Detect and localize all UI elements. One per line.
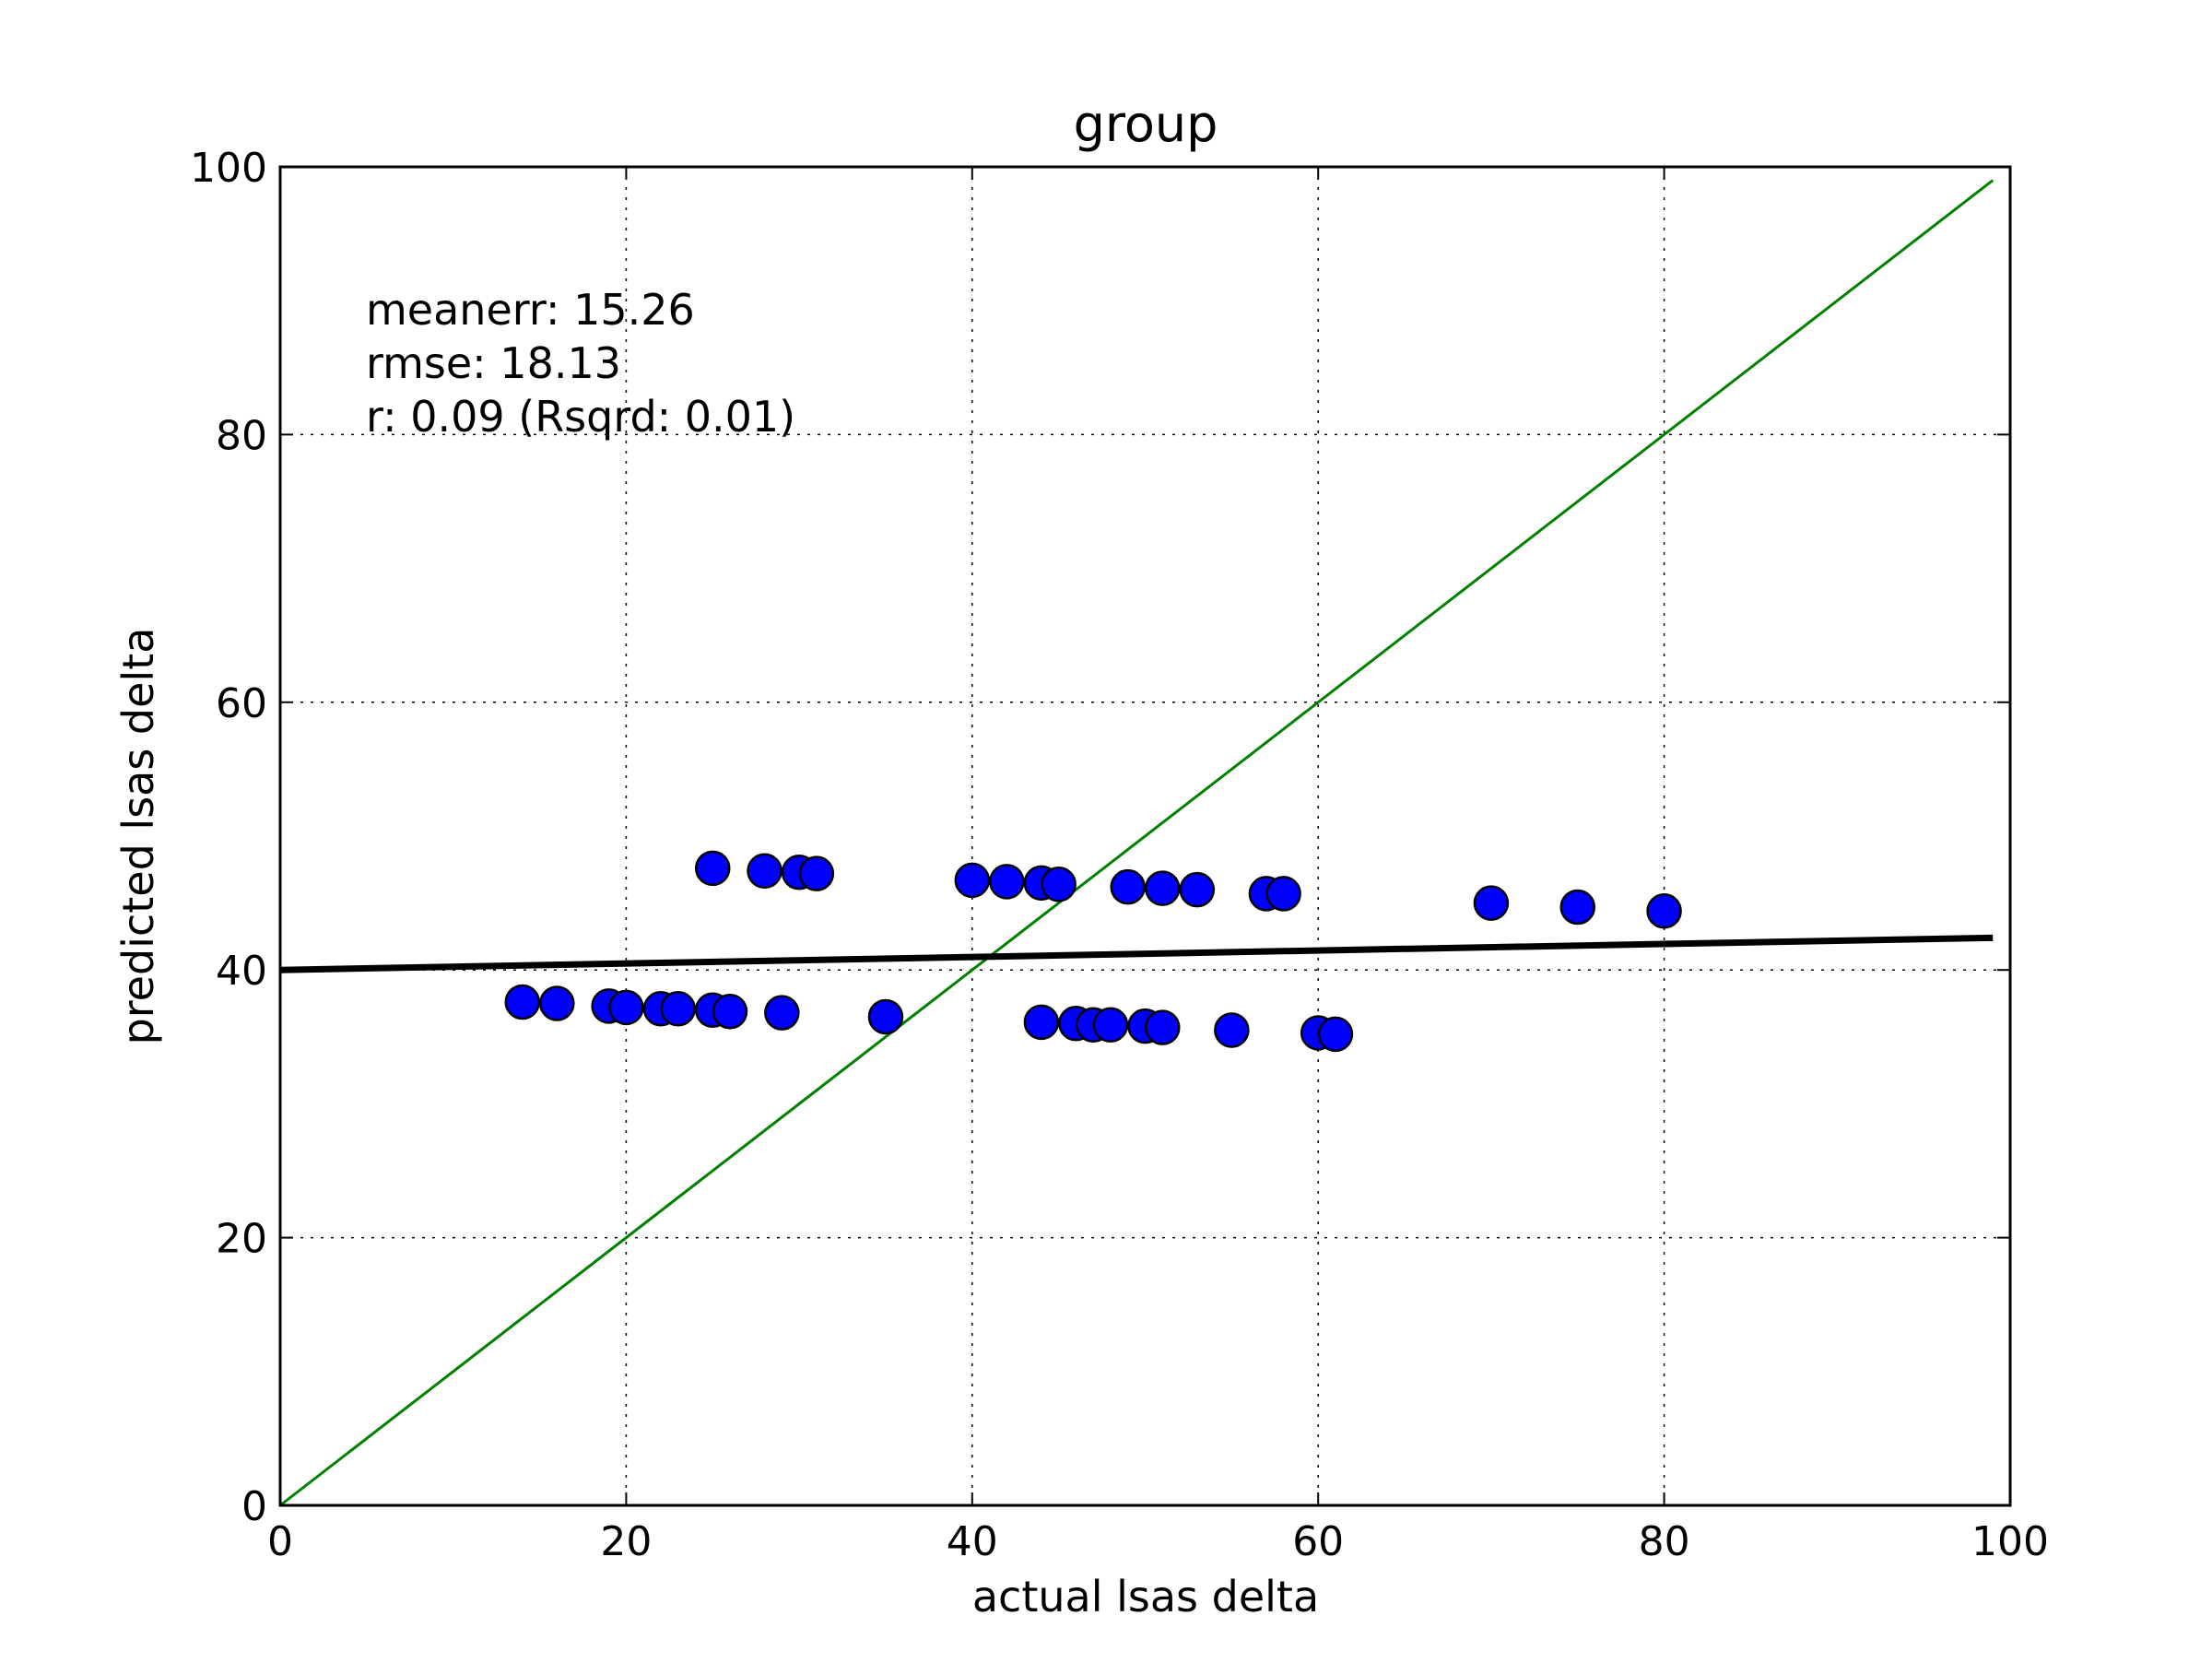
data-point [608,989,644,1026]
data-point [1092,1007,1129,1043]
annotation-r: r: 0.09 (Rsqrd: 0.01) [366,392,795,442]
data-point [1265,876,1301,912]
data-point [504,984,541,1020]
data-point [764,995,800,1031]
x-tick-label: 40 [947,1518,998,1565]
y-axis-label: predicted lsas delta [113,628,163,1045]
data-point [989,864,1025,900]
annotation-rmse: rmse: 18.13 [366,338,621,388]
data-point [1179,871,1216,908]
x-tick-label: 20 [600,1518,652,1565]
chart-title: group [1074,95,1218,153]
axis-ticks: 0 20 40 60 80 100 0 20 40 60 80 100 [190,145,2049,1565]
x-tick-label: 0 [267,1518,293,1565]
plot-frame [278,165,2012,1507]
data-point [747,853,782,890]
data-point [712,993,748,1030]
data-point [539,985,575,1021]
y-tick-label: 100 [190,145,267,192]
x-tick-label: 80 [1639,1518,1690,1565]
y-tick-label: 0 [241,1483,267,1530]
fit-line [279,934,1994,973]
x-tick-label: 60 [1292,1518,1344,1565]
identity-line [279,179,1994,1507]
data-point [1041,867,1077,902]
data-point [1214,1012,1250,1048]
data-point [1145,870,1181,906]
data-point [1317,1016,1354,1053]
data-point [1473,885,1510,921]
data-point [1559,889,1595,926]
y-tick-label: 20 [216,1216,267,1263]
y-tick-label: 40 [216,948,267,995]
grid [280,167,2010,1505]
x-tick-label: 100 [1971,1518,2049,1565]
data-point [954,862,991,899]
data-point [695,850,731,887]
data-point [1646,893,1682,929]
data-point [1023,1004,1060,1041]
data-point [1110,868,1146,905]
data-point [798,855,835,891]
y-tick-label: 60 [216,680,267,727]
data-point [660,991,696,1027]
y-tick-label: 80 [216,412,267,459]
data-points [504,850,1682,1053]
reference-lines [279,179,1994,1507]
data-point [867,998,904,1035]
x-axis-label: actual lsas delta [972,1572,1319,1622]
annotation-meanerr: meanerr: 15.26 [366,285,695,335]
data-point [1145,1009,1181,1045]
